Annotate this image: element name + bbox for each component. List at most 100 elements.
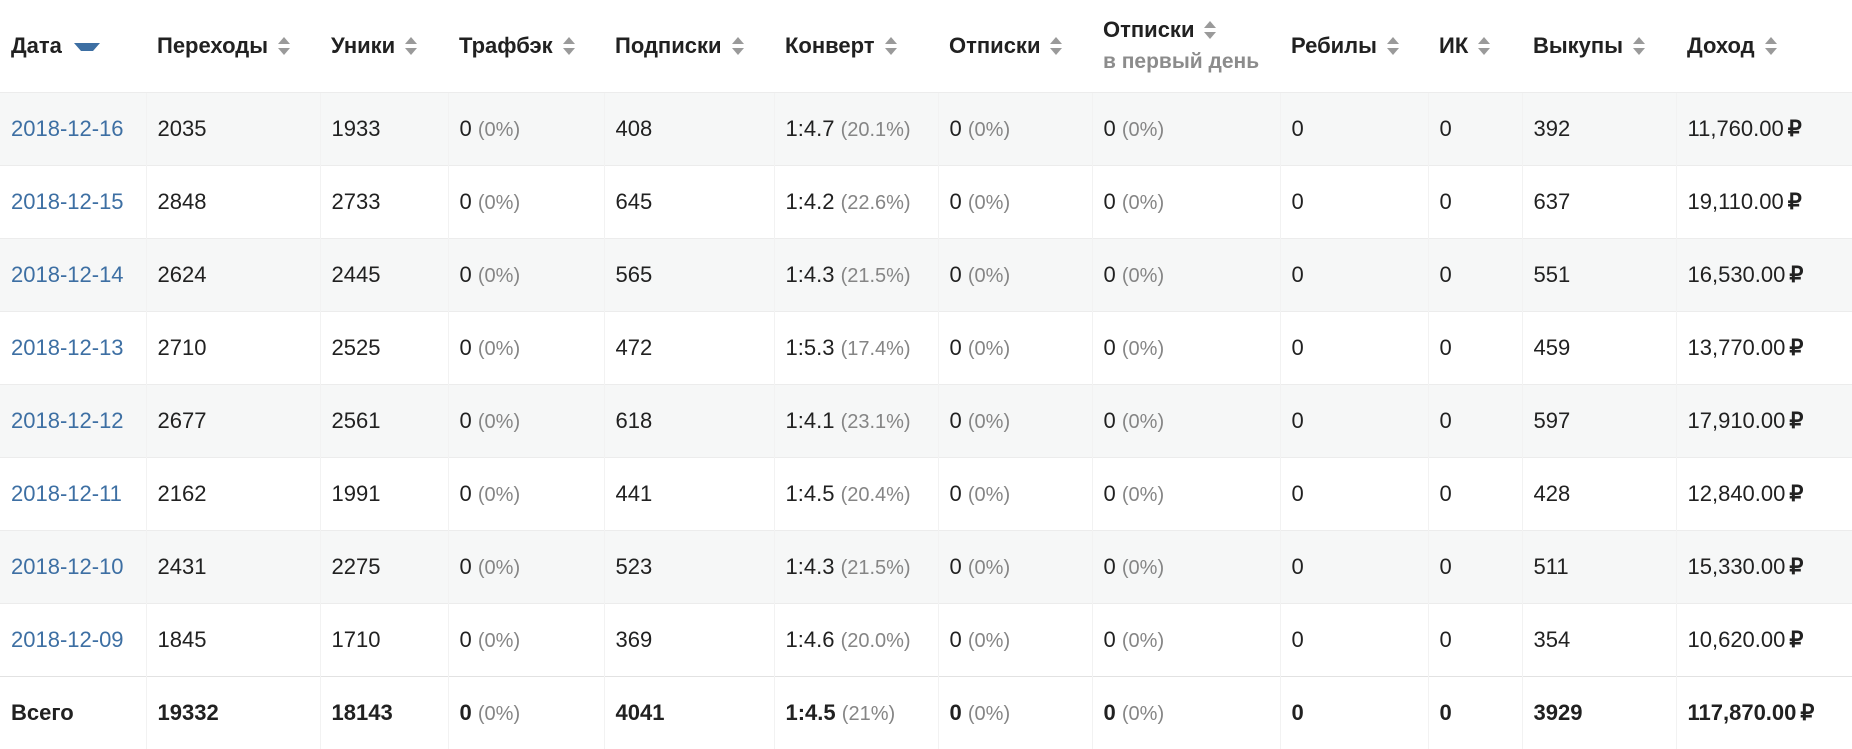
unsubs-cell: 0 (0%)	[938, 239, 1092, 312]
income-value: 10,620.00	[1688, 627, 1786, 652]
ruble-icon: ₽	[1788, 116, 1802, 141]
buyouts-value: 597	[1534, 408, 1571, 433]
ik-cell: 0	[1428, 458, 1522, 531]
buyouts-cell: 597	[1522, 385, 1676, 458]
income-value: 17,910.00	[1688, 408, 1786, 433]
trafback-value: 0	[460, 627, 472, 652]
trafback-cell: 0 (0%)	[448, 531, 604, 604]
column-header-9[interactable]: ИК	[1428, 0, 1522, 93]
column-header-label: Подписки	[615, 33, 722, 58]
income-value: 11,760.00	[1688, 116, 1784, 141]
subs-value: 645	[616, 189, 653, 214]
column-header-1[interactable]: Переходы	[146, 0, 320, 93]
trafback-value: 0	[460, 262, 472, 287]
ruble-icon: ₽	[1789, 554, 1803, 579]
date-cell[interactable]: 2018-12-09	[0, 604, 146, 677]
unsubs_first-percent: (0%)	[1122, 192, 1164, 214]
unsubs_first-value: 0	[1104, 700, 1116, 725]
unsubs_first-cell: 0 (0%)	[1092, 93, 1280, 166]
date-cell[interactable]: 2018-12-10	[0, 531, 146, 604]
date-link[interactable]: 2018-12-10	[11, 554, 124, 579]
ik-value: 0	[1440, 554, 1452, 579]
conv-value: 1:4.3	[786, 554, 835, 579]
trafback-cell: 0 (0%)	[448, 458, 604, 531]
date-link[interactable]: 2018-12-09	[11, 627, 124, 652]
clicks-value: 2624	[158, 262, 207, 287]
date-link[interactable]: 2018-12-13	[11, 335, 124, 360]
uniques-cell: 18143	[320, 677, 448, 749]
trafback-percent: (0%)	[478, 265, 520, 287]
conv-percent: (23.1%)	[841, 411, 911, 433]
trafback-value: 0	[460, 408, 472, 433]
unsubs_first-percent: (0%)	[1122, 119, 1164, 141]
trafback-value: 0	[460, 554, 472, 579]
date-link[interactable]: 2018-12-14	[11, 262, 124, 287]
trafback-value: 0	[460, 700, 472, 725]
column-header-5[interactable]: Конверт	[774, 0, 938, 93]
trafback-cell: 0 (0%)	[448, 239, 604, 312]
date-cell[interactable]: 2018-12-16	[0, 93, 146, 166]
date-cell[interactable]: 2018-12-12	[0, 385, 146, 458]
column-header-2[interactable]: Уники	[320, 0, 448, 93]
column-header-11[interactable]: Доход	[1676, 0, 1852, 93]
sort-icon	[1765, 37, 1777, 55]
date-link[interactable]: 2018-12-11	[11, 481, 122, 506]
column-header-4[interactable]: Подписки	[604, 0, 774, 93]
date-cell[interactable]: 2018-12-15	[0, 166, 146, 239]
conv-value: 1:4.2	[786, 189, 835, 214]
income-value: 16,530.00	[1688, 262, 1786, 287]
subs-cell: 645	[604, 166, 774, 239]
column-header-0[interactable]: Дата	[0, 0, 146, 93]
subs-cell: 4041	[604, 677, 774, 749]
subs-cell: 408	[604, 93, 774, 166]
conv-cell: 1:4.7 (20.1%)	[774, 93, 938, 166]
income-cell: 19,110.00₽	[1676, 166, 1852, 239]
rebills-value: 0	[1292, 554, 1304, 579]
date-link[interactable]: 2018-12-12	[11, 408, 124, 433]
clicks-value: 2162	[158, 481, 207, 506]
conv-value: 1:4.3	[786, 262, 835, 287]
column-header-label: Ребилы	[1291, 33, 1377, 58]
buyouts-cell: 354	[1522, 604, 1676, 677]
uniques-value: 2445	[332, 262, 381, 287]
unsubs-percent: (0%)	[968, 484, 1010, 506]
column-header-label: Дата	[11, 33, 62, 58]
date-link[interactable]: 2018-12-15	[11, 189, 124, 214]
conv-percent: (21.5%)	[841, 265, 911, 287]
trafback-value: 0	[460, 335, 472, 360]
buyouts-value: 637	[1534, 189, 1571, 214]
unsubs_first-value: 0	[1104, 481, 1116, 506]
clicks-value: 2677	[158, 408, 207, 433]
conv-cell: 1:4.3 (21.5%)	[774, 239, 938, 312]
clicks-value: 2848	[158, 189, 207, 214]
uniques-value: 1991	[332, 481, 381, 506]
column-header-3[interactable]: Трафбэк	[448, 0, 604, 93]
column-header-6[interactable]: Отписки	[938, 0, 1092, 93]
uniques-cell: 2525	[320, 312, 448, 385]
conv-cell: 1:4.1 (23.1%)	[774, 385, 938, 458]
buyouts-cell: 3929	[1522, 677, 1676, 749]
subs-cell: 369	[604, 604, 774, 677]
rebills-value: 0	[1292, 116, 1304, 141]
column-header-8[interactable]: Ребилы	[1280, 0, 1428, 93]
date-cell[interactable]: 2018-12-14	[0, 239, 146, 312]
column-header-10[interactable]: Выкупы	[1522, 0, 1676, 93]
subs-value: 369	[616, 627, 653, 652]
income-cell: 15,330.00₽	[1676, 531, 1852, 604]
uniques-cell: 2275	[320, 531, 448, 604]
subs-cell: 472	[604, 312, 774, 385]
uniques-value: 1710	[332, 627, 381, 652]
date-link[interactable]: 2018-12-16	[11, 116, 124, 141]
income-value: 19,110.00	[1688, 189, 1784, 214]
column-header-label: Переходы	[157, 33, 268, 58]
total-label-cell: Всего	[0, 677, 146, 749]
unsubs-cell: 0 (0%)	[938, 385, 1092, 458]
clicks-cell: 2848	[146, 166, 320, 239]
date-cell[interactable]: 2018-12-11	[0, 458, 146, 531]
subs-value: 472	[616, 335, 653, 360]
unsubs-value: 0	[950, 481, 962, 506]
rebills-cell: 0	[1280, 385, 1428, 458]
date-cell[interactable]: 2018-12-13	[0, 312, 146, 385]
